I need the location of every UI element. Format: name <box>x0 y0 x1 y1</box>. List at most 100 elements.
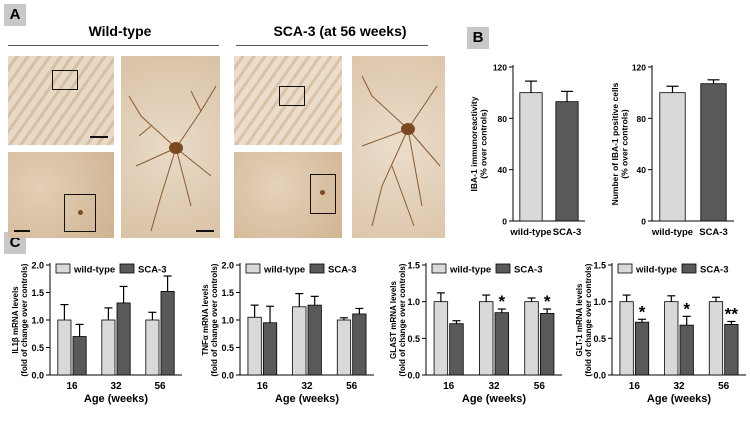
legend-swatch <box>55 263 71 274</box>
x-tick-label: wild-type <box>651 227 693 238</box>
y-axis-label-line: TNFα mRNA levels <box>201 284 210 356</box>
cell-body <box>78 210 83 215</box>
legend-label: SCA-3 <box>138 265 167 276</box>
x-tick-label: 32 <box>110 381 122 392</box>
y-axis-label-line: GLAST mRNA levels <box>389 280 398 358</box>
bar <box>519 92 543 222</box>
y-tick-label: 0.5 <box>31 343 44 353</box>
y-tick-label: 80 <box>637 114 647 124</box>
legend-label: SCA-3 <box>328 265 357 276</box>
y-tick-label: 40 <box>498 165 508 175</box>
legend-swatch <box>617 263 633 274</box>
legend-label: SCA-3 <box>700 265 729 276</box>
micrograph-wildtype-microglia <box>121 56 220 238</box>
y-tick-label: 1.5 <box>221 288 234 298</box>
bar <box>724 324 739 376</box>
micrograph-sca3-overview <box>234 56 342 145</box>
x-tick-label: 56 <box>718 381 730 392</box>
y-tick-label: 0.0 <box>221 371 234 381</box>
y-axis-label-line: IL1β mRNA levels <box>11 286 20 354</box>
bar <box>634 321 650 376</box>
y-tick-label: 0.0 <box>407 371 420 381</box>
micrograph-sca3-zoom <box>234 152 342 238</box>
y-axis-label-line: (fold of change over controls) <box>584 263 593 376</box>
x-tick-label: SCA-3 <box>699 227 728 238</box>
bar <box>307 304 322 376</box>
micrograph-sca3-microglia <box>352 56 445 238</box>
y-tick-label: 0 <box>641 217 646 227</box>
x-axis-label: Age (weeks) <box>647 393 712 405</box>
legend-label: wild-type <box>263 265 305 276</box>
bar <box>539 313 555 376</box>
y-tick-label: 1.5 <box>407 261 420 271</box>
panel-label-b: B <box>467 27 489 49</box>
x-tick-label: wild-type <box>509 227 551 238</box>
y-axis-label: IBA-1 immunoreactivity(% over controls) <box>469 96 489 191</box>
x-tick-label: 32 <box>488 381 500 392</box>
y-axis-label: Number of IBA-1 positive cells(% over co… <box>610 82 630 205</box>
bar <box>116 302 131 376</box>
y-tick-label: 80 <box>498 114 508 124</box>
x-tick-label: 56 <box>154 381 166 392</box>
bar <box>352 313 367 376</box>
panel-label-a: A <box>4 4 26 26</box>
sca3-underline <box>236 45 428 46</box>
legend-swatch <box>681 263 697 274</box>
y-axis-label: TNFα mRNA levels(fold of change over con… <box>201 263 219 376</box>
legend-swatch <box>309 263 325 274</box>
x-tick-label: 56 <box>346 381 358 392</box>
significance-marker: * <box>683 299 690 318</box>
y-tick-label: 0.5 <box>593 334 606 344</box>
legend-label: wild-type <box>635 265 677 276</box>
bar <box>664 301 679 376</box>
significance-marker: * <box>498 292 505 311</box>
y-axis-label: GLT-1 mRNA levels(fold of change over co… <box>575 263 593 376</box>
bar <box>524 301 539 376</box>
roi-box <box>52 70 78 90</box>
bar <box>145 319 160 376</box>
y-tick-label: 1.0 <box>221 316 234 326</box>
y-axis-label-line: (% over controls) <box>620 109 630 179</box>
scale-bar <box>196 230 214 232</box>
x-axis-label: Age (weeks) <box>84 393 149 405</box>
bar <box>619 301 634 376</box>
microglia-cell <box>361 75 441 227</box>
wild-type-underline <box>8 45 219 46</box>
y-tick-label: 40 <box>637 165 647 175</box>
y-axis-label-line: (% over controls) <box>479 109 489 179</box>
bar <box>72 336 87 376</box>
scale-bar <box>14 230 30 232</box>
microglia-cell <box>128 85 217 232</box>
y-tick-label: 0 <box>502 217 507 227</box>
chart-b-left: 0 40 80 120 IBA-1 immunoreactivity(% over co… <box>469 63 585 238</box>
y-axis-label-line: (fold of change over controls) <box>398 263 407 376</box>
bar <box>700 83 727 222</box>
y-tick-label: 1.5 <box>593 261 606 271</box>
scale-bar <box>90 136 108 138</box>
y-tick-label: 1.0 <box>593 297 606 307</box>
roi-box <box>64 194 96 232</box>
x-tick-label: 32 <box>673 381 685 392</box>
roi-box <box>279 86 305 106</box>
wild-type-title: Wild-type <box>88 23 152 39</box>
chart-c-glast: 0.0 0.5 1.0 1.5 GLAST mRNA levels(fold of ch… <box>389 261 562 405</box>
x-axis-label: Age (weeks) <box>462 393 527 405</box>
y-tick-label: 0.5 <box>221 343 234 353</box>
y-axis-label-line: (fold of change over controls) <box>210 263 219 376</box>
x-axis-label: Age (weeks) <box>275 393 340 405</box>
x-tick-label: 16 <box>66 381 78 392</box>
bar <box>708 301 724 376</box>
micrograph-wildtype-overview <box>8 56 114 145</box>
legend-swatch <box>119 263 135 274</box>
y-tick-label: 1.0 <box>31 316 44 326</box>
bar <box>433 301 449 376</box>
y-tick-label: 1.0 <box>407 297 420 307</box>
sca3-title: SCA-3 (at 56 weeks) <box>273 23 407 39</box>
x-tick-label: SCA-3 <box>553 227 582 238</box>
y-tick-label: 0.5 <box>407 334 420 344</box>
bar <box>336 319 352 376</box>
legend-swatch <box>495 263 511 274</box>
bar <box>247 316 262 376</box>
